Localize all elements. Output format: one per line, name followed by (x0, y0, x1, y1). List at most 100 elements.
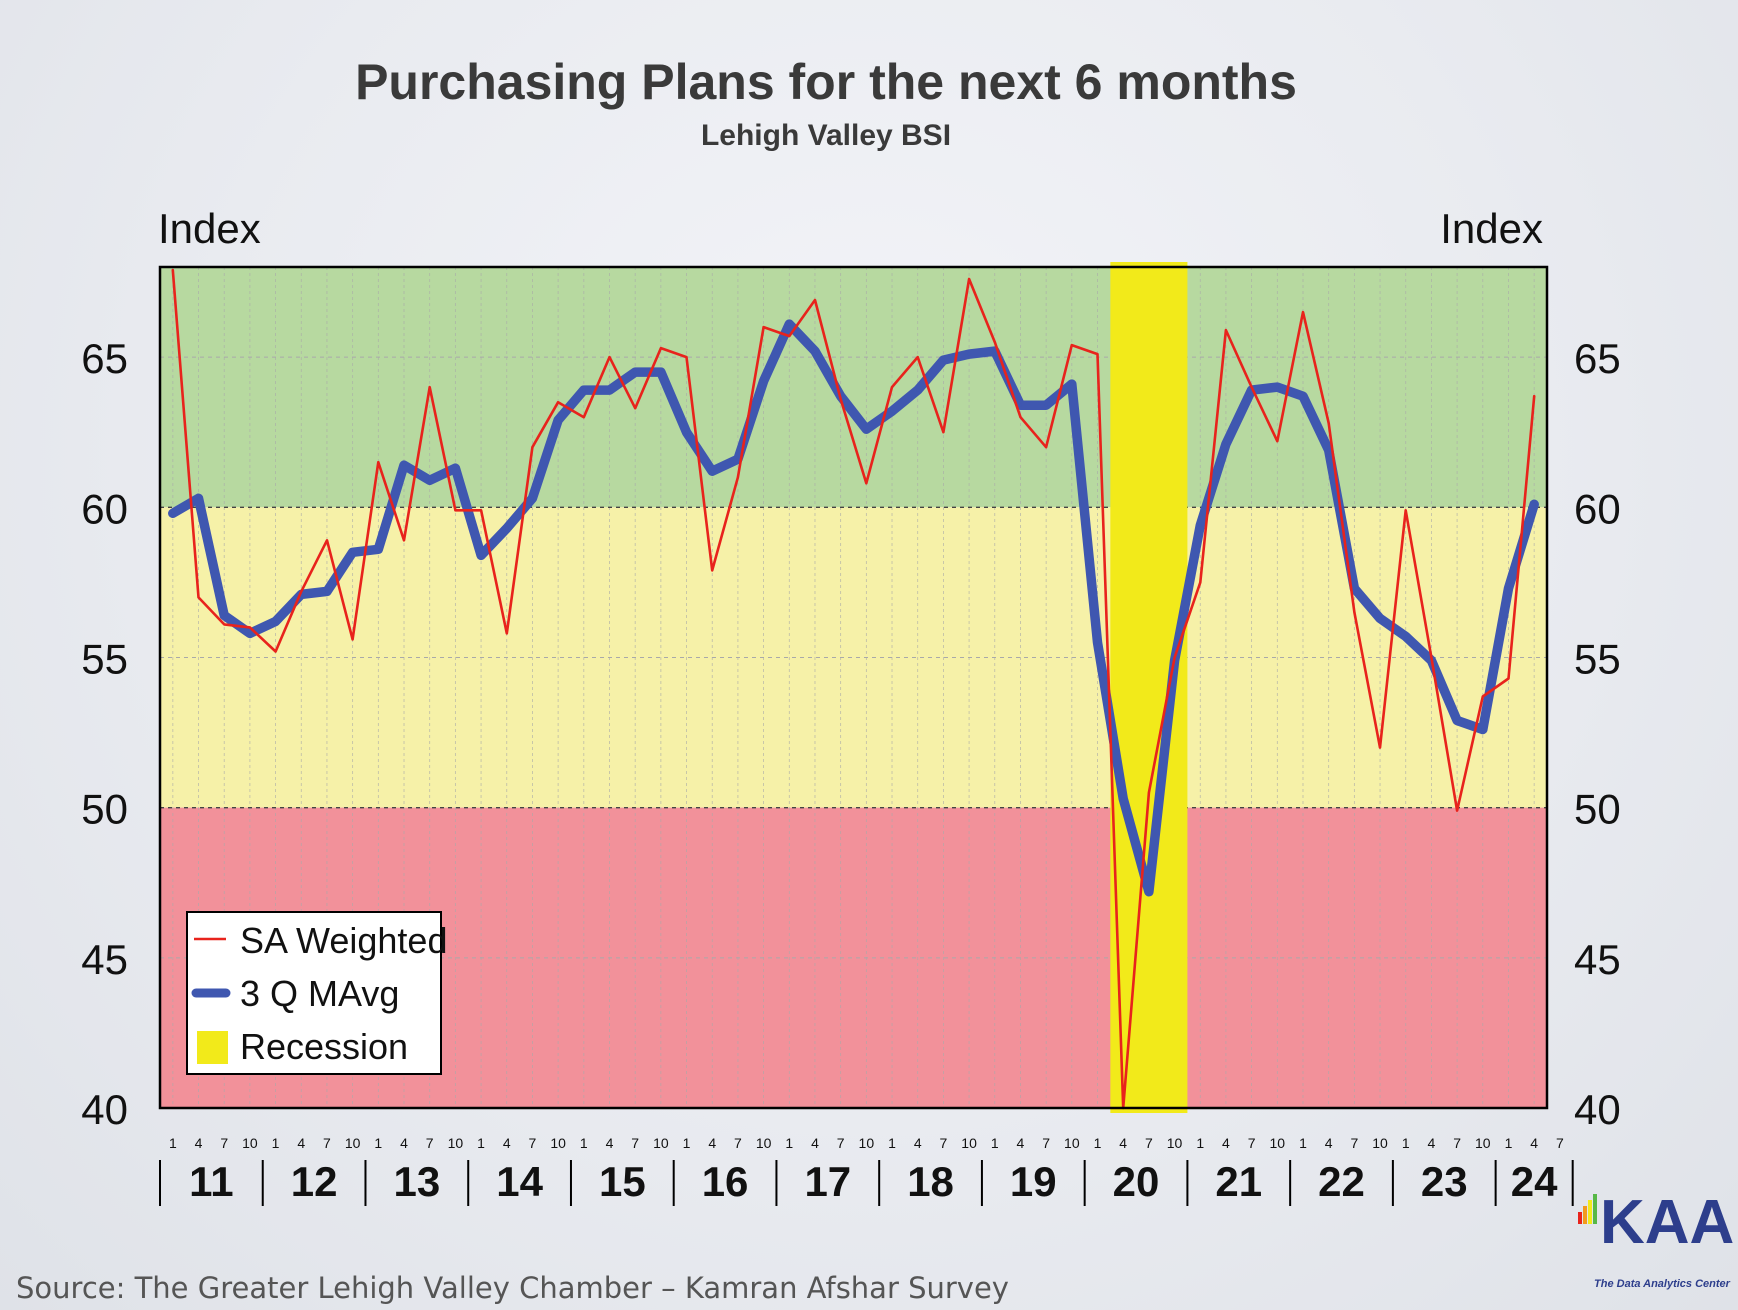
data-point-sa-weighted (762, 326, 765, 328)
data-point-3-q-mavg (1044, 403, 1048, 407)
data-point-3-q-mavg (274, 619, 278, 623)
data-point-sa-weighted (274, 650, 277, 653)
legend-swatch-recession (197, 1031, 228, 1064)
data-point-sa-weighted (326, 539, 328, 542)
x-quarter-tick-label: 1 (991, 1135, 999, 1151)
x-quarter-tick-label: 10 (550, 1135, 566, 1151)
data-point-sa-weighted (248, 626, 251, 629)
data-point-sa-weighted (1019, 416, 1022, 419)
data-point-sa-weighted (968, 278, 970, 280)
data-point-3-q-mavg (222, 613, 226, 617)
x-quarter-tick-label: 10 (1372, 1135, 1388, 1151)
data-point-sa-weighted (1045, 446, 1048, 449)
data-point-sa-weighted (1070, 344, 1073, 346)
x-quarter-tick-label: 7 (1556, 1135, 1564, 1151)
x-quarter-tick-label: 10 (345, 1135, 361, 1151)
zone-band-0 (160, 267, 1547, 508)
data-point-3-q-mavg (993, 349, 997, 353)
data-point-sa-weighted (480, 509, 482, 512)
x-quarter-tick-label: 4 (811, 1135, 819, 1151)
logo-text: KAA (1600, 1188, 1734, 1257)
x-year-label: 17 (804, 1158, 851, 1205)
data-point-3-q-mavg (607, 388, 611, 392)
x-quarter-tick-label: 1 (785, 1135, 793, 1151)
data-point-3-q-mavg (351, 550, 355, 554)
data-point-3-q-mavg (582, 388, 586, 392)
x-year-label: 11 (189, 1158, 233, 1205)
y-tick-label-left: 50 (81, 786, 128, 833)
x-year-label: 13 (393, 1158, 440, 1205)
x-quarter-tick-label: 1 (888, 1135, 896, 1151)
data-point-3-q-mavg (453, 466, 457, 470)
series-group (168, 268, 1539, 1110)
data-point-sa-weighted (634, 407, 637, 410)
x-year-label: 16 (702, 1158, 749, 1205)
x-year-label: 23 (1421, 1158, 1468, 1205)
x-quarter-tick-label: 7 (939, 1135, 947, 1151)
data-point-3-q-mavg (941, 358, 945, 362)
data-point-sa-weighted (557, 401, 560, 404)
y-tick-label-left: 40 (81, 1086, 128, 1133)
data-point-sa-weighted (223, 623, 226, 626)
data-point-3-q-mavg (1327, 448, 1331, 452)
x-quarter-tick-label: 4 (1017, 1135, 1025, 1151)
data-point-sa-weighted (1302, 311, 1304, 313)
x-quarter-tick-label: 1 (580, 1135, 588, 1151)
data-point-3-q-mavg (787, 322, 791, 326)
y-tick-label-left: 65 (81, 335, 128, 382)
data-point-sa-weighted (891, 386, 893, 389)
x-quarter-tick-label: 7 (1145, 1135, 1153, 1151)
logo-tagline: The Data Analytics Center (1594, 1278, 1731, 1290)
x-quarter-tick-label: 4 (708, 1135, 716, 1151)
x-quarter-tick-label: 10 (1167, 1135, 1183, 1151)
data-point-sa-weighted (1481, 695, 1484, 698)
y-tick-label-left: 45 (81, 936, 128, 983)
data-point-sa-weighted (1199, 581, 1202, 584)
data-point-3-q-mavg (505, 526, 509, 530)
x-quarter-tick-label: 1 (683, 1135, 691, 1151)
legend-label-3q-mavg: 3 Q MAvg (240, 973, 399, 1014)
data-point-sa-weighted (1379, 746, 1381, 749)
x-quarter-tick-label: 1 (1299, 1135, 1307, 1151)
x-quarter-tick-label: 1 (1402, 1135, 1410, 1151)
data-point-3-q-mavg (710, 469, 714, 473)
x-year-label: 24 (1511, 1158, 1558, 1205)
data-point-3-q-mavg (1018, 403, 1022, 407)
x-quarter-tick-label: 1 (1094, 1135, 1102, 1151)
x-year-label: 21 (1215, 1158, 1262, 1205)
data-point-sa-weighted (659, 347, 662, 349)
y-tick-label-right: 65 (1574, 335, 1621, 382)
x-quarter-tick-label: 7 (837, 1135, 845, 1151)
data-point-3-q-mavg (428, 478, 432, 482)
x-year-label: 18 (907, 1158, 954, 1205)
y-tick-label-right: 55 (1574, 635, 1621, 682)
data-point-3-q-mavg (1224, 442, 1228, 446)
data-point-sa-weighted (351, 638, 354, 641)
data-point-sa-weighted (377, 461, 380, 464)
x-quarter-tick-label: 1 (272, 1135, 280, 1151)
data-point-sa-weighted (171, 269, 174, 271)
data-point-3-q-mavg (736, 457, 740, 461)
data-point-3-q-mavg (1096, 640, 1100, 644)
data-point-sa-weighted (942, 431, 945, 434)
x-year-label: 22 (1318, 1158, 1365, 1205)
data-point-sa-weighted (1507, 677, 1510, 680)
data-point-3-q-mavg (248, 631, 252, 635)
data-point-sa-weighted (531, 446, 534, 449)
data-point-3-q-mavg (1481, 728, 1485, 732)
data-point-3-q-mavg (530, 496, 534, 500)
x-quarter-tick-label: 4 (195, 1135, 203, 1151)
source-note: Source: The Greater Lehigh Valley Chambe… (16, 1271, 1009, 1305)
data-point-3-q-mavg (890, 409, 894, 413)
data-point-sa-weighted (1430, 656, 1433, 659)
data-point-sa-weighted (1096, 353, 1099, 356)
data-point-3-q-mavg (864, 427, 868, 431)
y-axis-label-left: Index (158, 205, 261, 252)
gridlines (160, 267, 1547, 1108)
data-point-sa-weighted (1147, 791, 1150, 794)
data-point-3-q-mavg (1352, 586, 1356, 590)
x-quarter-tick-label: 4 (297, 1135, 305, 1151)
x-quarter-tick-label: 4 (1222, 1135, 1230, 1151)
x-quarter-tick-label: 4 (1119, 1135, 1127, 1151)
